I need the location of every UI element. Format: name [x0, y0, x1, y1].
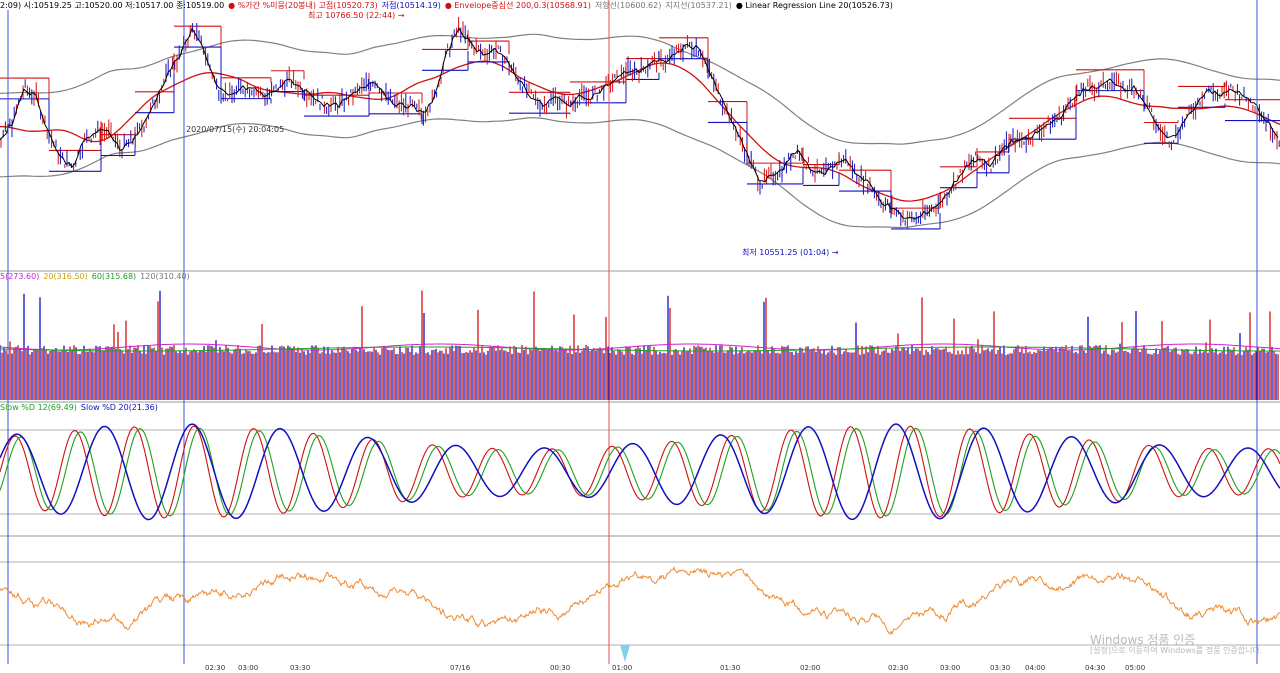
low-price-label: 최저 10551.25 (01:04) →	[742, 248, 839, 257]
envelope-lower-line	[0, 117, 1280, 229]
header.items-item: 저항선(10600.62)	[594, 1, 662, 10]
x-tick-label: 01:00	[612, 664, 633, 672]
header.items-item: 저점(10514.19)	[381, 1, 441, 10]
volume-ma60-line	[0, 346, 1280, 352]
high-price-label: 최고 10766.50 (22:44) →	[308, 11, 405, 20]
stoch-slow-line	[0, 427, 1280, 517]
volume_legend-item: 20(316.50)	[43, 272, 88, 281]
header-legend: 2:09) 시:10519.25 고:10520.00 저:10517.00 종…	[0, 1, 897, 11]
x-tick-label: 04:00	[1025, 664, 1046, 672]
header.items-item: ● Envelope중심선 200,0.3(10568.91)	[444, 1, 591, 10]
windows-activation-text: [설정]으로 이동하여 Windows를 정품 인증합니다.	[1090, 646, 1263, 655]
header.items-item: ● Linear Regression Line 20(10526.73)	[735, 1, 893, 10]
volume_legend-item: 120(310.40)	[140, 272, 190, 281]
x-tick-label: 05:00	[1125, 664, 1146, 672]
stoch_legend-item: Slow %D 12(69.49)	[0, 403, 77, 412]
stoch-fast-line	[0, 425, 1280, 519]
header.items-item: 2:09) 시:10519.25 고:10520.00 저:10517.00 종…	[0, 1, 225, 10]
stoch_legend-item: Slow %D 20(21.36)	[80, 403, 158, 412]
windows-activation-title: Windows 정품 인증	[1090, 633, 1196, 647]
volume-legend: 5(273.60) 20(316.50) 60(315.68) 120(310.40)	[0, 272, 194, 282]
orange-oscillator-line	[0, 566, 1280, 636]
x-tick-label: 04:30	[1085, 664, 1106, 672]
x-tick-label: 03:30	[290, 664, 311, 672]
x-tick-label: 00:30	[550, 664, 571, 672]
x-tick-label: 07/16	[450, 664, 471, 672]
x-tick-label: 03:00	[940, 664, 961, 672]
oversold-fill	[620, 645, 630, 662]
linear-regression-line	[0, 26, 1279, 220]
volume-ma5-line	[0, 343, 1280, 351]
volume_legend-item: 60(315.68)	[91, 272, 137, 281]
stoch-slow-20-line	[0, 423, 1280, 521]
x-tick-label: 02:30	[888, 664, 909, 672]
x-tick-label: 02:30	[205, 664, 226, 672]
x-tick-label: 03:00	[238, 664, 259, 672]
crosshair-date-label: 2020/07/15(수) 20:04:05	[186, 125, 285, 134]
stoch-legend: Slow %D 12(69.49) Slow %D 20(21.36)	[0, 403, 162, 413]
header.items-item: ● %가간 %미뭉(20봉내) 고점(10520.73)	[228, 1, 378, 10]
volume_legend-item: 5(273.60)	[0, 272, 40, 281]
x-tick-label: 02:00	[800, 664, 821, 672]
envelope-center-line	[0, 60, 1280, 202]
x-tick-label: 01:30	[720, 664, 741, 672]
envelope-upper-line	[0, 33, 1280, 145]
x-tick-label: 03:30	[990, 664, 1011, 672]
header.items-item: 지지선(10537.21)	[665, 1, 732, 10]
